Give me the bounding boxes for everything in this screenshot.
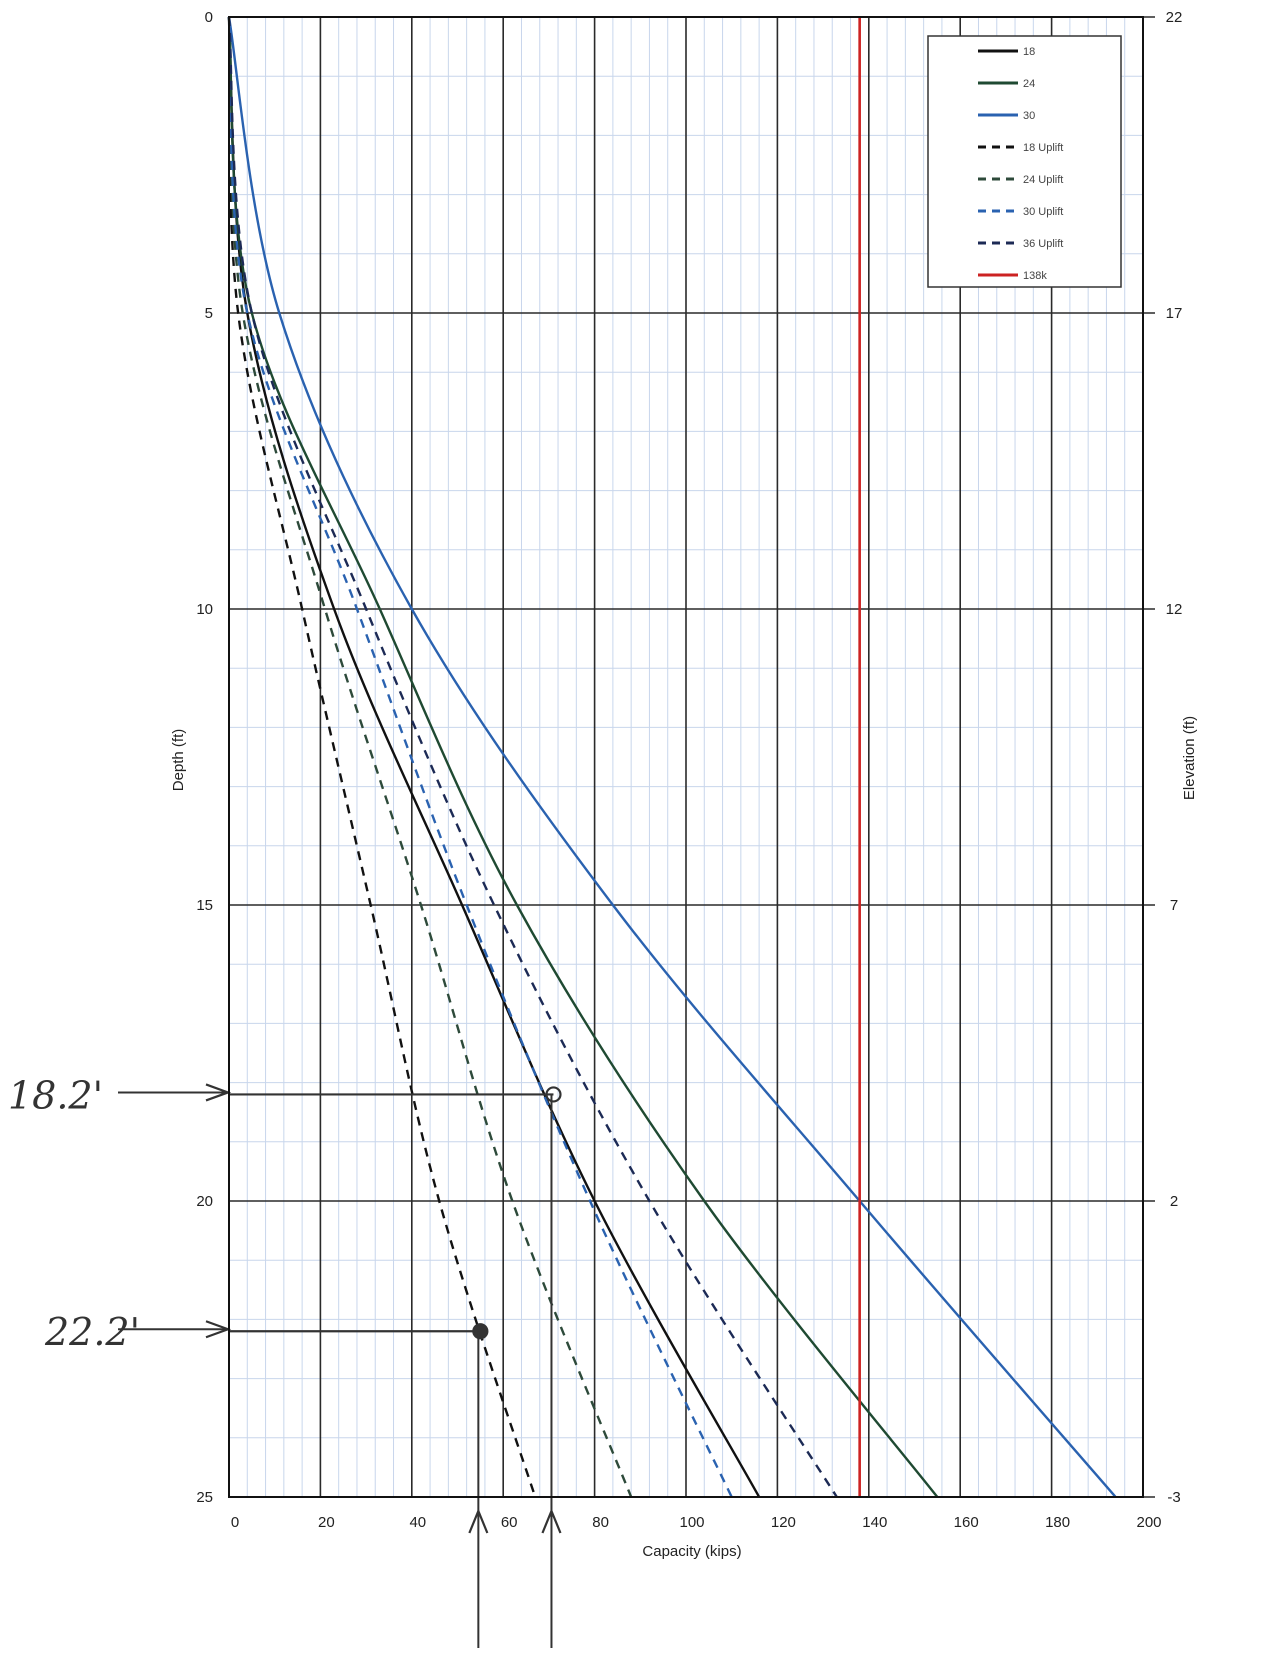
y-tick-label: 15 xyxy=(196,897,213,914)
x-tick-label: 80 xyxy=(592,1514,609,1531)
annotation-layer: 18.2' 22.2' xyxy=(8,1073,562,1648)
legend-label-18: 18 xyxy=(1023,46,1035,58)
annotation-2-label: 22.2' xyxy=(44,1310,140,1354)
y-tick-label: 0 xyxy=(205,9,213,26)
y-tick-label: 25 xyxy=(196,1489,213,1506)
annotation-1-label: 18.2' xyxy=(8,1073,103,1117)
x-tick-label: 0 xyxy=(231,1514,239,1531)
series-line-24 xyxy=(227,16,939,1498)
y-tick-label: 20 xyxy=(196,1193,213,1210)
x-tick-label: 20 xyxy=(318,1514,335,1531)
legend-label-24-uplift: 24 Uplift xyxy=(1023,174,1063,186)
y2-tick-label: 12 xyxy=(1166,601,1183,618)
series-line-18-uplift xyxy=(227,16,537,1498)
y-axis-title: Depth (ft) xyxy=(170,729,187,792)
y2-tick-label: 2 xyxy=(1170,1193,1178,1210)
x-tick-label: 40 xyxy=(409,1514,426,1531)
y2-tick-label: -3 xyxy=(1167,1489,1180,1506)
legend-label-24: 24 xyxy=(1023,78,1035,90)
series-line-30 xyxy=(227,16,1117,1498)
x-tick-label: 120 xyxy=(771,1514,796,1531)
annotation-1-arrow-up xyxy=(541,1508,562,1534)
series-line-24-uplift xyxy=(227,16,633,1498)
x-tick-label: 200 xyxy=(1136,1514,1161,1531)
legend-label-18-uplift: 18 Uplift xyxy=(1023,142,1063,154)
series-line-18 xyxy=(227,16,761,1498)
annotation-1-marker xyxy=(545,1086,562,1103)
x-tick-label: 60 xyxy=(501,1514,518,1531)
legend-label-36-uplift: 36 Uplift xyxy=(1023,238,1063,250)
series-line-36-uplift xyxy=(227,16,838,1498)
annotation-2-marker xyxy=(472,1323,489,1340)
x-tick-label: 140 xyxy=(862,1514,887,1531)
series-line-30-uplift xyxy=(227,16,733,1498)
y2-tick-label: 7 xyxy=(1170,897,1178,914)
y-tick-label: 10 xyxy=(196,601,213,618)
x-tick-label: 100 xyxy=(679,1514,704,1531)
legend-label-30-uplift: 30 Uplift xyxy=(1023,206,1063,218)
y2-tick-label: 22 xyxy=(1166,9,1183,26)
annotation-2-arrow-up xyxy=(468,1508,489,1534)
plot-frame xyxy=(228,16,1144,1498)
y2-tick-label: 17 xyxy=(1166,305,1183,322)
legend: 18 24 30 18 Uplift 24 Uplift 30 Uplift 36 Upli… xyxy=(927,35,1122,288)
legend-label-138k: 138k xyxy=(1023,270,1047,282)
legend-box xyxy=(927,35,1122,288)
legend-label-30: 30 xyxy=(1023,110,1035,122)
series-layer xyxy=(227,16,1117,1498)
tick-labels: 0 20 40 60 80 100 120 140 160 180 200 0 5 10 15 20 25 22 1… xyxy=(196,9,1182,1531)
x-tick-label: 180 xyxy=(1045,1514,1070,1531)
x-axis-title: Capacity (kips) xyxy=(642,1543,741,1560)
y-tick-label: 5 xyxy=(205,305,213,322)
y2-axis-title: Elevation (ft) xyxy=(1181,716,1198,800)
x-tick-label: 160 xyxy=(954,1514,979,1531)
